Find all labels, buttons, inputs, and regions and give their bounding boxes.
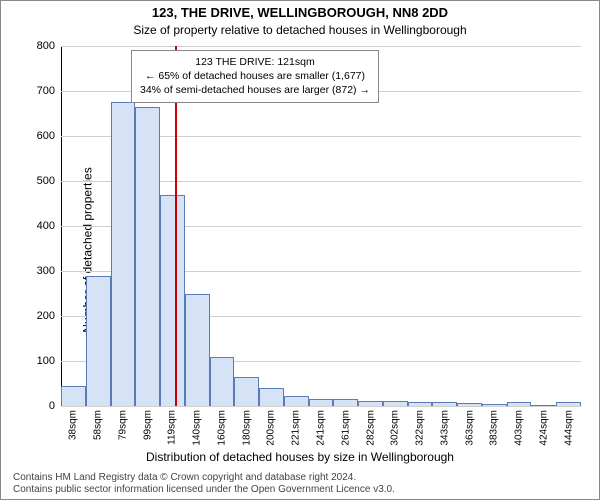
histogram-bar xyxy=(432,402,457,406)
histogram-bar xyxy=(210,357,235,407)
x-tick-label: 79sqm xyxy=(117,410,128,440)
x-tick-label: 200sqm xyxy=(266,410,277,446)
x-tick-label: 119sqm xyxy=(167,410,178,445)
histogram-bar xyxy=(86,276,111,407)
y-tick-label: 300 xyxy=(37,265,55,277)
x-tick-label: 403sqm xyxy=(514,410,525,446)
y-tick-label: 600 xyxy=(37,130,55,142)
histogram-bar xyxy=(457,403,482,406)
annotation-line: 123 THE DRIVE: 121sqm xyxy=(140,55,370,69)
y-tick-label: 100 xyxy=(37,355,55,367)
y-tick-label: 500 xyxy=(37,175,55,187)
x-tick-label: 322sqm xyxy=(415,410,426,446)
x-tick-label: 424sqm xyxy=(538,410,549,446)
histogram-bar xyxy=(309,399,334,406)
x-tick-label: 261sqm xyxy=(340,410,351,446)
y-tick-label: 200 xyxy=(37,310,55,322)
histogram-bar xyxy=(507,402,532,406)
annotation-box: 123 THE DRIVE: 121sqm← 65% of detached h… xyxy=(131,50,379,103)
histogram-bar xyxy=(135,107,160,406)
property-size-chart: 123, THE DRIVE, WELLINGBOROUGH, NN8 2DD … xyxy=(0,0,600,500)
y-tick-label: 400 xyxy=(37,220,55,232)
histogram-bar xyxy=(160,195,185,407)
x-tick-label: 444sqm xyxy=(563,410,574,446)
x-tick-label: 180sqm xyxy=(241,410,252,446)
annotation-line: 34% of semi-detached houses are larger (… xyxy=(140,83,370,97)
histogram-bar xyxy=(482,404,507,406)
x-tick-label: 140sqm xyxy=(192,410,203,446)
histogram-bar xyxy=(358,401,383,406)
histogram-bar xyxy=(531,405,556,406)
footer-copyright-1: Contains HM Land Registry data © Crown c… xyxy=(13,472,356,483)
histogram-bar xyxy=(61,386,86,406)
footer-copyright-2: Contains public sector information licen… xyxy=(13,484,395,495)
annotation-line: ← 65% of detached houses are smaller (1,… xyxy=(140,69,370,83)
histogram-bar xyxy=(408,402,433,407)
y-tick-label: 800 xyxy=(37,40,55,52)
histogram-bar xyxy=(111,102,136,406)
y-tick-label: 0 xyxy=(49,400,55,412)
x-tick-label: 282sqm xyxy=(365,410,376,446)
x-tick-label: 241sqm xyxy=(316,410,327,446)
x-tick-label: 363sqm xyxy=(464,410,475,446)
x-axis-label: Distribution of detached houses by size … xyxy=(1,450,599,464)
x-tick-label: 302sqm xyxy=(390,410,401,446)
plot-area: 010020030040050060070080038sqm58sqm79sqm… xyxy=(61,46,581,406)
chart-title-main: 123, THE DRIVE, WELLINGBOROUGH, NN8 2DD xyxy=(1,5,599,20)
histogram-bar xyxy=(185,294,210,407)
x-tick-label: 221sqm xyxy=(291,410,302,446)
x-tick-label: 99sqm xyxy=(142,410,153,440)
histogram-bar xyxy=(284,396,309,406)
histogram-bar xyxy=(556,402,581,406)
x-tick-label: 383sqm xyxy=(489,410,500,446)
y-tick-label: 700 xyxy=(37,85,55,97)
x-tick-label: 38sqm xyxy=(68,410,79,440)
x-tick-label: 343sqm xyxy=(439,410,450,446)
x-tick-label: 58sqm xyxy=(93,410,104,440)
histogram-bar xyxy=(259,388,284,406)
histogram-bar xyxy=(383,401,408,406)
chart-title-sub: Size of property relative to detached ho… xyxy=(1,23,599,37)
x-tick-label: 160sqm xyxy=(216,410,227,446)
gridline xyxy=(61,46,581,47)
histogram-bar xyxy=(234,377,259,406)
gridline xyxy=(61,406,581,407)
histogram-bar xyxy=(333,399,358,406)
